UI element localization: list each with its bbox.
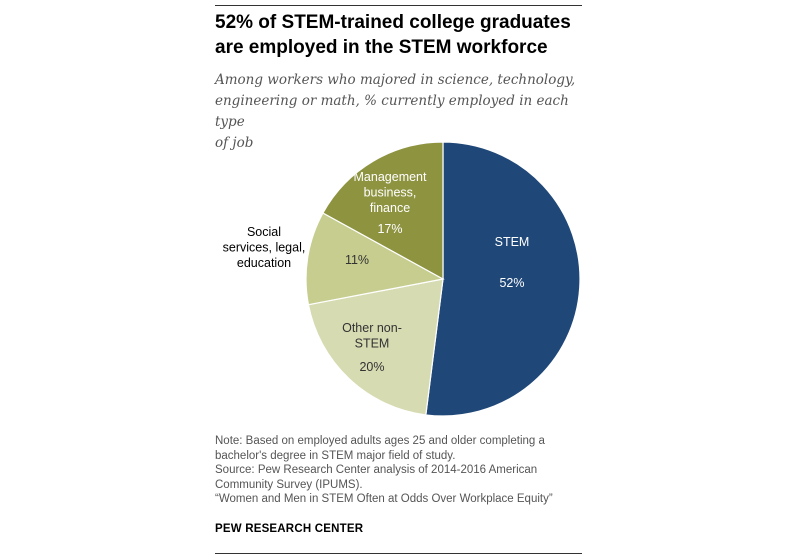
slice-label: Management business, finance [354, 170, 427, 215]
slice-value-label: 20% [359, 360, 384, 374]
chart-title-line: are employed in the STEM workforce [215, 37, 548, 58]
pie-slice [322, 141, 444, 281]
pie-slice [425, 141, 581, 417]
pie-slice [307, 278, 444, 416]
report-title-line: “Women and Men in STEM Often at Odds Ove… [215, 493, 553, 505]
note-line: bachelor's degree in STEM major field of… [215, 449, 456, 462]
slice-value-label: 52% [499, 276, 524, 290]
chart-subtitle-line: Among workers who majored in science, te… [215, 72, 576, 88]
slice-label: Other non-STEM [342, 321, 402, 351]
note-line: Note: Based on employed adults ages 25 a… [215, 435, 545, 447]
pie-slice [305, 212, 445, 306]
chart-subtitle-line: of job [215, 135, 254, 151]
slice-value-label: 11% [345, 253, 369, 267]
chart-notes: Note: Based on employed adults ages 25 a… [215, 434, 585, 507]
top-rule [215, 5, 582, 6]
chart-subtitle: Among workers who majored in science, te… [215, 70, 585, 154]
bottom-rule [215, 553, 582, 554]
source-line: Source: Pew Research Center analysis of … [215, 464, 538, 476]
pew-research-center-brand: PEW RESEARCH CENTER [215, 523, 364, 535]
slice-value-label: 17% [377, 222, 402, 236]
slice-label: STEM [495, 235, 530, 249]
slice-label: Social services, legal, education [223, 225, 306, 270]
source-line: Community Survey (IPUMS). [215, 478, 363, 491]
chart-subtitle-line: engineering or math, % currently employe… [215, 93, 569, 130]
chart-title-line: 52% of STEM-trained college graduates [215, 12, 571, 33]
chart-title: 52% of STEM-trained college graduates ar… [215, 10, 585, 60]
